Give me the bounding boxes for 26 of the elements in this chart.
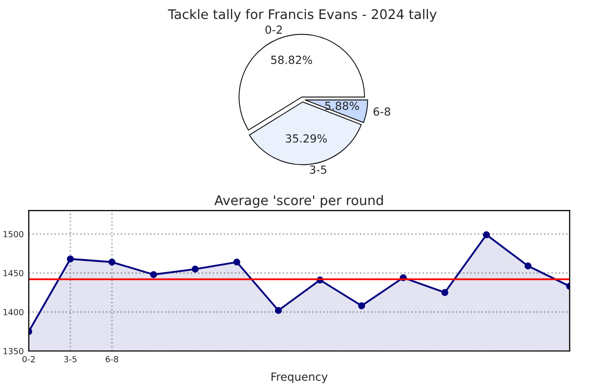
slice-label: 3-5 [310,165,326,174]
point [233,258,240,266]
point [358,302,366,310]
data-label: 5.88% [325,102,359,110]
y-tick-label: 1400 [4,308,24,316]
point [441,289,448,296]
x-tick-label: 6-8 [106,356,118,362]
x-tick-label: 0-2 [22,356,35,362]
slice-label: 0-2 [266,25,282,34]
point [274,306,282,314]
chart-title: Tackle tally for Francis Evans - 2024 tally [168,8,437,22]
slice-label: 6-8 [374,107,390,116]
chart-title: Average 'score' per round [214,195,383,208]
point [192,266,199,273]
data-label: 58.82% [271,56,312,64]
y-tick-label: 1450 [4,270,24,276]
data-label: 35.29% [286,134,327,143]
y-tick-label: 1500 [4,230,24,238]
point [482,231,490,238]
point [66,255,74,262]
y-tick-label: 1350 [4,348,24,354]
point [108,258,116,266]
x-tick-label: 3-5 [64,356,76,362]
x-axis-title: Frequency [272,372,328,384]
point [150,271,158,278]
point [524,262,532,270]
